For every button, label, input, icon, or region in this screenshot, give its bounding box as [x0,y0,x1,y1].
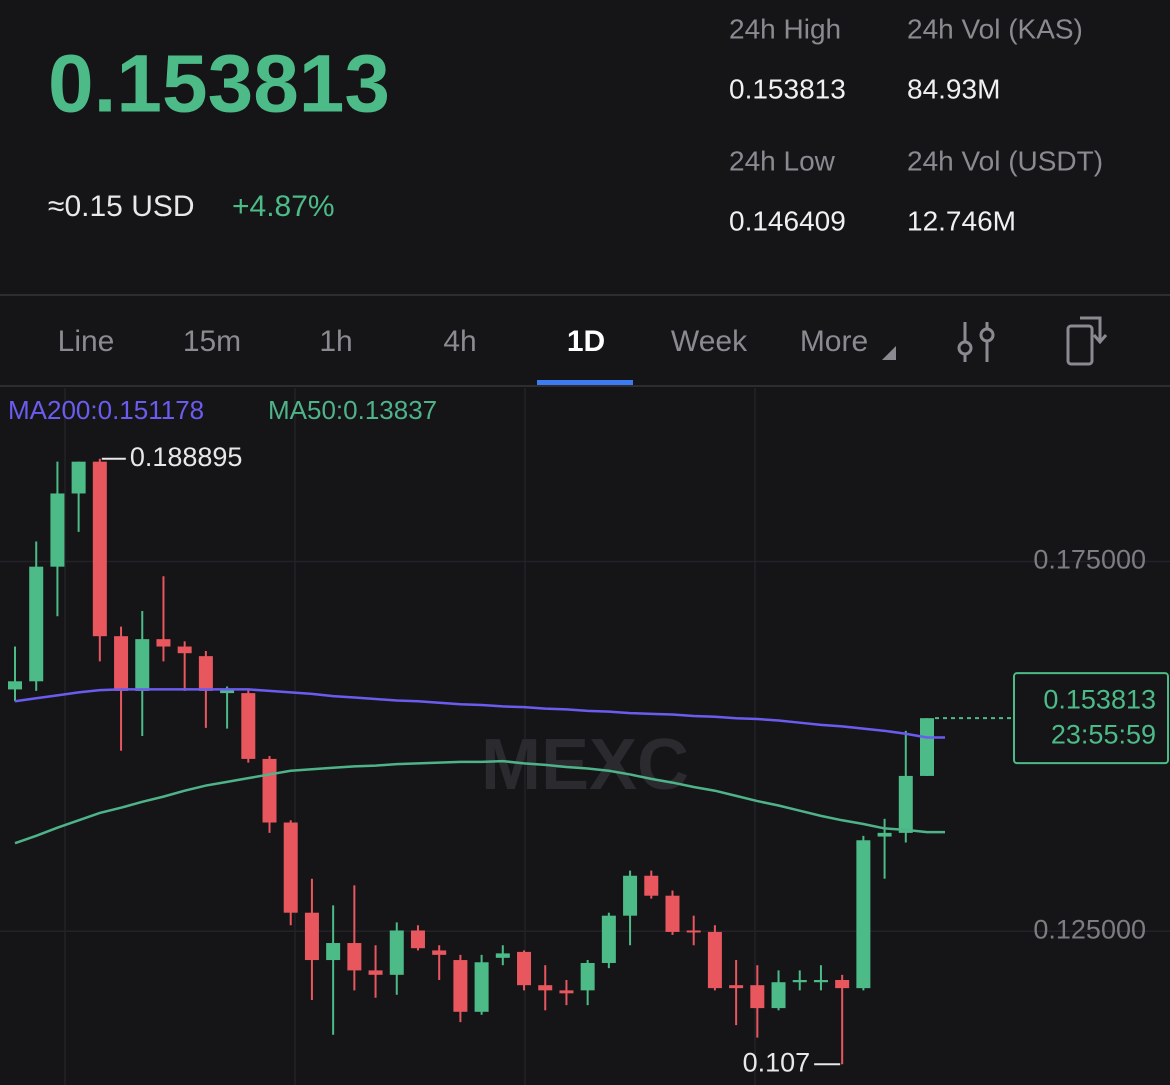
y-tick-label: 0.125000 [1033,914,1146,944]
candle-body [792,980,807,983]
candle-body [835,980,850,989]
active-tab-indicator [537,380,633,386]
candle-body [368,970,383,975]
low-label: 0.107 [743,1047,811,1077]
stat-label: 24h Vol (USDT) [907,145,1103,176]
timeframe-tabs: Line 15m 1h 4h 1D Week More [58,325,868,386]
ma-line [14,688,945,739]
candle-body [177,646,192,654]
candle-body [262,758,277,823]
candle-body [432,950,447,955]
tab[interactable]: More [800,325,868,358]
candle-body [347,943,362,971]
candle-body [389,930,404,975]
candle-body [729,985,744,989]
tab[interactable]: 4h [443,325,476,358]
stat-value: 0.146409 [729,205,846,236]
candle-body [665,895,680,932]
tab[interactable]: 1h [319,325,352,358]
candle-body [771,982,786,1009]
candle-body [71,461,86,494]
candle-body [813,980,828,983]
candle-body [559,990,574,994]
countdown: 23:55:59 [1051,719,1156,749]
candle-body [856,840,871,989]
candle-body [898,775,913,833]
candle-body [241,693,256,759]
candle-body [644,875,659,896]
candle-body [410,930,425,949]
ma-line [14,759,945,845]
candle-body [304,912,319,961]
candle-body [474,962,489,1012]
high-label: 0.188895 [130,442,243,472]
price-label: 0.153813 [1043,684,1156,714]
candle-body [114,636,129,691]
stat-value: 0.153813 [729,73,846,104]
candle-body [156,639,171,647]
last-price: 0.153813 [48,39,390,130]
change-percent: +4.87% [232,190,335,223]
candle-body [517,951,532,986]
candle-body [326,943,341,961]
candle-body [50,493,65,567]
settings-icon[interactable] [957,322,995,362]
candle-body [623,875,638,916]
more-caret [882,346,896,360]
stat-value: 12.746M [907,205,1016,236]
stat-label: 24h Low [729,145,836,176]
candle-body [495,953,510,958]
candle-body [92,461,107,637]
tab[interactable]: 1D [567,325,605,358]
candle-body [29,566,44,682]
candle-body [580,962,595,991]
tab[interactable]: 15m [183,325,241,358]
stat-value: 84.93M [907,73,1000,104]
candle-body [538,985,553,991]
landscape-icon[interactable] [1066,316,1108,366]
candle-body [8,681,22,690]
candle-body [220,689,235,694]
candle-body [920,718,934,776]
legend-entry: MA200:0.151178 [8,395,204,425]
stat-label: 24h High [729,13,841,44]
y-tick-label: 0.175000 [1033,545,1146,575]
candle-body [283,822,298,913]
candle-body [198,656,213,691]
stat-label: 24h Vol (KAS) [907,13,1083,44]
candle-body [453,960,468,1012]
usd-approx: ≈0.15 USD [48,190,195,223]
candle-body [601,915,616,963]
tab[interactable]: Line [58,325,115,358]
watermark: MEXC [481,725,689,805]
price-box [1013,672,1169,765]
candle-body [686,930,701,933]
plot: 0.175000 0.125000 MA200:0.151178 MA50:0.138… [0,395,1170,1077]
tab[interactable]: Week [671,325,748,358]
legend-entry: MA50:0.13837 [268,395,437,425]
candle-body [877,832,892,837]
candle-body [135,639,150,691]
candle-body [707,931,722,989]
candle-body [750,985,765,1009]
